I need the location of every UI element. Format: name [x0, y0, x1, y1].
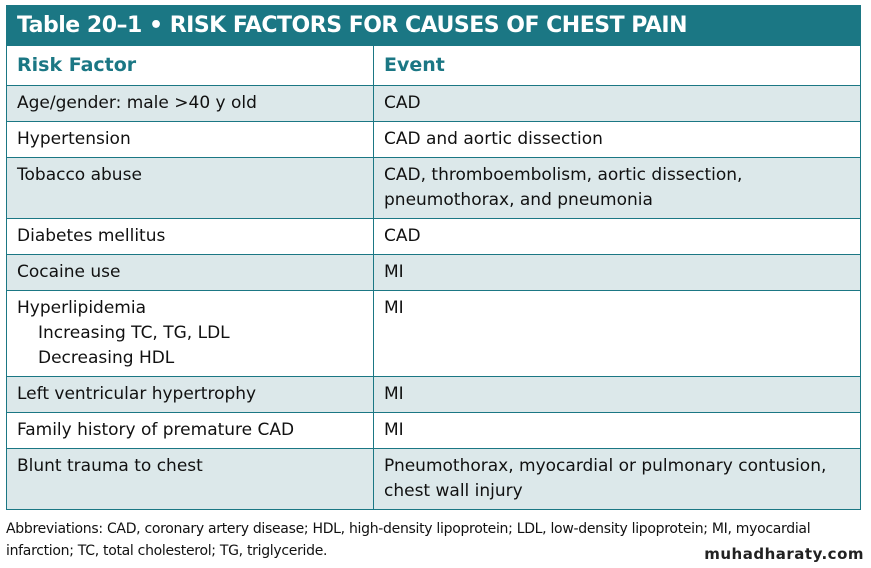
table-row: Blunt trauma to chest Pneumothorax, myoca… — [7, 448, 860, 509]
risk-factor-cell: Hyperlipidemia Increasing TC, TG, LDL Decr… — [7, 291, 374, 376]
risk-factor-cell: Diabetes mellitus — [7, 219, 374, 254]
event-cell: Pneumothorax, myocardial or pulmonary co… — [374, 449, 860, 509]
event-cell: MI — [384, 420, 404, 440]
footnote: Abbreviations: CAD, coronary artery dise… — [6, 518, 861, 562]
event-cell: CAD, thromboembolism, aortic dissection,… — [374, 158, 860, 218]
factor-subline: Decreasing HDL — [38, 348, 175, 368]
table-row: Tobacco abuse CAD, thromboembolism, aorti… — [7, 157, 860, 218]
risk-factor-cell: Blunt trauma to chest — [7, 449, 374, 509]
event-cell: CAD — [384, 93, 421, 113]
risk-factor-cell: Cocaine use — [7, 255, 374, 290]
risk-factor-cell: Hypertension — [7, 122, 374, 157]
table-row: Hyperlipidemia Increasing TC, TG, LDL Decr… — [7, 290, 860, 376]
risk-factor-cell: Family history of premature CAD — [7, 413, 374, 448]
table-row: Hypertension CAD and aortic dissection — [7, 121, 860, 157]
event-line: pneumothorax, and pneumonia — [384, 190, 653, 210]
table-row: Diabetes mellitus CAD — [7, 218, 860, 254]
risk-factor-cell: Age/gender: male >40 y old — [7, 86, 374, 121]
header-event: Event — [384, 54, 445, 76]
event-line: chest wall injury — [384, 481, 523, 501]
table-row: Left ventricular hypertrophy MI — [7, 376, 860, 412]
risk-factor-cell: Left ventricular hypertrophy — [7, 377, 374, 412]
header-risk-factor: Risk Factor — [7, 46, 374, 85]
header-row: Risk Factor Event — [7, 46, 860, 85]
watermark: muhadharaty.com — [704, 545, 864, 563]
factor-subline: Increasing TC, TG, LDL — [38, 323, 230, 343]
event-cell: CAD — [384, 226, 421, 246]
event-cell: MI — [384, 384, 404, 404]
factor-line: Hyperlipidemia — [17, 298, 146, 318]
event-cell: CAD and aortic dissection — [384, 129, 603, 149]
footnote-line: Abbreviations: CAD, coronary artery dise… — [6, 521, 811, 537]
table-row: Cocaine use MI — [7, 254, 860, 290]
event-line: Pneumothorax, myocardial or pulmonary co… — [384, 456, 827, 476]
table-title: Table 20–1 • RISK FACTORS FOR CAUSES OF … — [7, 6, 860, 46]
event-cell: MI — [384, 298, 404, 318]
table-row: Age/gender: male >40 y old CAD — [7, 85, 860, 121]
event-line: CAD, thromboembolism, aortic dissection, — [384, 165, 743, 185]
event-cell: MI — [384, 262, 404, 282]
table-row: Family history of premature CAD MI — [7, 412, 860, 448]
risk-factors-table: Table 20–1 • RISK FACTORS FOR CAUSES OF … — [6, 5, 861, 510]
risk-factor-cell: Tobacco abuse — [7, 158, 374, 218]
footnote-line: infarction; TC, total cholesterol; TG, t… — [6, 543, 328, 559]
